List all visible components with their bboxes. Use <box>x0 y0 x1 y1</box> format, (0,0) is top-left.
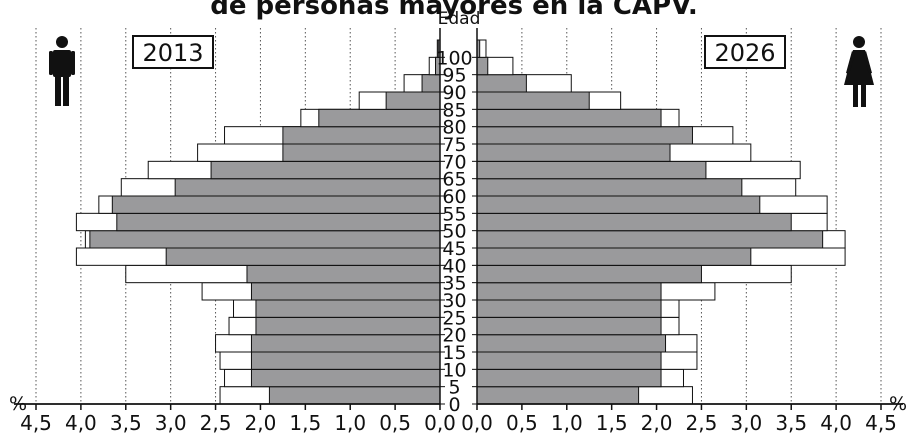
age-tick-label: 65 <box>442 169 466 191</box>
right-unit-label: % <box>889 393 907 415</box>
bar-left-2013-85-89 <box>385 91 441 110</box>
chart-title: de personas mayores en la CAPV. <box>210 0 698 21</box>
x-tick-label-left: 0,0 <box>424 411 456 435</box>
right-year-box: 2026 <box>704 35 786 69</box>
bar-left-2013-75-79 <box>282 126 441 145</box>
age-tick-label: 75 <box>442 134 466 156</box>
female-icon <box>844 36 874 107</box>
bar-left-2013-20-24 <box>255 316 441 336</box>
bar-left-2013-45-49 <box>89 230 441 249</box>
male-icon <box>49 36 75 106</box>
bar-right-2013-20-24 <box>476 316 662 336</box>
age-tick-label: 30 <box>442 290 466 312</box>
bar-left-2013-25-29 <box>255 299 441 318</box>
x-tick-label-left: 4,0 <box>65 411 97 435</box>
right-year-label: 2026 <box>714 39 775 67</box>
age-axis-title: Edad <box>438 9 481 29</box>
bar-right-2013-25-29 <box>476 299 662 318</box>
x-tick-label-right: 1,0 <box>551 411 583 435</box>
bar-left-2013-30-34 <box>250 282 441 301</box>
age-tick-label: 90 <box>442 82 466 104</box>
x-tick-label-left: 4,5 <box>20 411 52 435</box>
bar-right-2013-40-44 <box>476 247 752 266</box>
age-tick-label: 70 <box>442 151 466 173</box>
x-tick-label-right: 2,5 <box>686 411 718 435</box>
bar-right-2013-50-54 <box>476 212 792 232</box>
bar-left-2013-5-9 <box>250 368 441 388</box>
x-tick-label-left: 3,5 <box>110 411 142 435</box>
bar-left-2013-55-59 <box>111 195 441 214</box>
bar-right-2013-5-9 <box>476 368 662 388</box>
bar-left-2013-0-4 <box>268 386 441 405</box>
age-tick-label: 0 <box>448 394 460 416</box>
left-year-label: 2013 <box>142 39 203 67</box>
age-tick-label: 15 <box>442 342 466 364</box>
x-tick-label-left: 1,0 <box>334 411 366 435</box>
x-tick-label-right: 3,5 <box>775 411 807 435</box>
age-tick-label: 85 <box>442 99 466 121</box>
left-unit-label: % <box>9 393 27 415</box>
bar-right-2013-35-39 <box>476 264 702 284</box>
x-tick-label-right: 2,0 <box>641 411 673 435</box>
bar-right-2013-65-69 <box>476 160 707 180</box>
bar-left-2013-50-54 <box>116 212 441 232</box>
labels-group: 4,5 4,5 4,0 4,0 3,5 3,5 3,0 3,0 2,5 2,5 2,0 2,0 1,5 1… <box>20 47 897 435</box>
age-tick-label: 5 <box>448 377 460 399</box>
bars-group <box>75 39 846 405</box>
bar-left-2013-15-19 <box>250 334 441 353</box>
x-tick-label-left: 2,5 <box>200 411 232 435</box>
age-tick-label: 25 <box>442 307 466 329</box>
bar-left-2013-60-64 <box>174 178 441 197</box>
x-tick-label-right: 0,0 <box>461 411 493 435</box>
age-tick-label: 45 <box>442 238 466 260</box>
left-year-box: 2013 <box>132 35 214 69</box>
age-tick-label: 60 <box>442 186 466 208</box>
x-tick-label-right: 3,0 <box>730 411 762 435</box>
x-tick-label-right: 1,5 <box>596 411 628 435</box>
bar-left-2013-35-39 <box>246 264 441 284</box>
age-tick-label: 10 <box>442 359 466 381</box>
age-tick-label: 95 <box>442 65 466 87</box>
bar-left-2013-90-94 <box>421 74 441 93</box>
x-tick-label-right: 4,0 <box>820 411 852 435</box>
x-tick-label-left: 3,0 <box>155 411 187 435</box>
age-tick-label: 20 <box>442 325 466 347</box>
x-tick-label-right: 4,5 <box>865 411 897 435</box>
x-tick-label-right: 0,5 <box>506 411 538 435</box>
bar-right-2013-95-99 <box>476 56 489 76</box>
bar-right-2013-55-59 <box>476 195 761 214</box>
bar-left-2013-10-14 <box>250 351 441 370</box>
bar-right-2013-10-14 <box>476 351 662 370</box>
bar-left-2013-65-69 <box>210 160 441 180</box>
age-tick-label: 35 <box>442 273 466 295</box>
bar-right-2013-80-84 <box>476 108 662 128</box>
bar-right-2013-0-4 <box>476 386 640 405</box>
x-tick-label-left: 0,5 <box>379 411 411 435</box>
age-tick-label: 80 <box>442 117 466 139</box>
x-tick-label-left: 1,5 <box>289 411 321 435</box>
age-tick-label: 40 <box>442 255 466 277</box>
bar-right-2013-15-19 <box>476 334 667 353</box>
age-tick-label: 55 <box>442 203 466 225</box>
bar-right-2013-90-94 <box>476 74 527 93</box>
x-tick-label-left: 2,0 <box>245 411 277 435</box>
bar-right-2013-45-49 <box>476 230 824 249</box>
bar-right-2013-70-74 <box>476 143 671 162</box>
bar-right-2013-30-34 <box>476 282 662 301</box>
age-tick-label: 50 <box>442 221 466 243</box>
axes-group <box>14 28 903 410</box>
bar-left-2013-80-84 <box>318 108 441 128</box>
bar-right-2013-60-64 <box>476 178 743 197</box>
bar-right-2013-85-89 <box>476 91 590 110</box>
bar-right-2013-75-79 <box>476 126 693 145</box>
bar-left-2013-70-74 <box>282 143 441 162</box>
bar-left-2013-40-44 <box>165 247 441 266</box>
age-tick-label: 100 <box>436 47 472 69</box>
